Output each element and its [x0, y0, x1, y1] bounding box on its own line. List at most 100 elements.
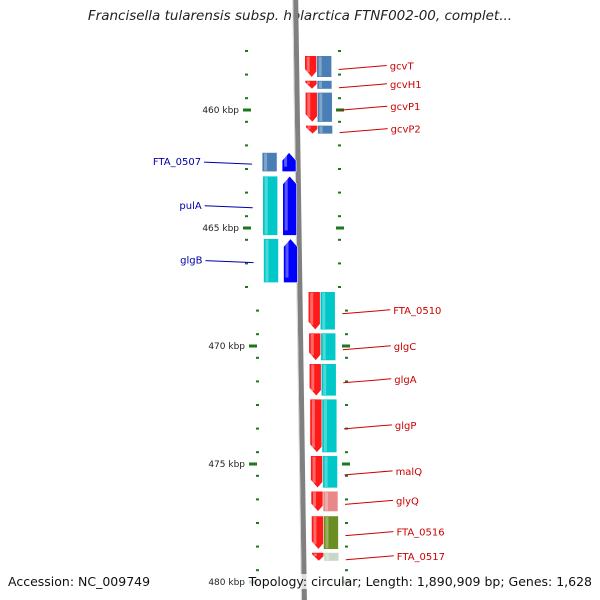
- gene-FTA_0507[interactable]: [261, 152, 297, 173]
- backbone: [292, 0, 307, 600]
- gene-feature-box[interactable]: [262, 175, 279, 236]
- gene-gcvH1[interactable]: [304, 80, 333, 90]
- gene-box-highlight: [324, 456, 328, 487]
- label-leader-line: [338, 83, 387, 89]
- major-tick-mark-left: [249, 462, 257, 466]
- gene-arrow[interactable]: [282, 175, 298, 236]
- gene-pulA[interactable]: [262, 175, 298, 236]
- gene-feature-box[interactable]: [322, 455, 338, 489]
- minor-tick-mark: [256, 545, 259, 548]
- minor-tick-mark: [338, 50, 341, 52]
- minor-tick-mark: [338, 215, 341, 218]
- backbone-line: [293, 0, 307, 600]
- gene-feature-box[interactable]: [323, 515, 339, 550]
- gene-label[interactable]: gcvH1: [390, 80, 422, 91]
- gene-arrow[interactable]: [310, 455, 325, 489]
- major-tick-mark-right: [336, 226, 344, 230]
- minor-tick-mark: [245, 262, 248, 265]
- gene-label[interactable]: FTA_0517: [397, 552, 445, 563]
- gene-arrow[interactable]: [305, 125, 320, 135]
- gene-arrow[interactable]: [304, 80, 320, 90]
- gene-feature-box[interactable]: [320, 332, 337, 361]
- gene-feature-box[interactable]: [261, 152, 278, 173]
- gene-label[interactable]: glgP: [395, 421, 417, 432]
- gene-label[interactable]: gcvT: [390, 62, 415, 73]
- gene-feature-box[interactable]: [323, 552, 340, 562]
- gene-arrow[interactable]: [304, 92, 320, 123]
- gene-box-highlight: [322, 292, 326, 329]
- gene-label[interactable]: malQ: [396, 467, 423, 478]
- gene-label[interactable]: FTA_0516: [396, 528, 444, 539]
- gene-arrow-highlight: [311, 364, 315, 391]
- gene-arrow-highlight: [312, 456, 316, 483]
- gene-feature-box[interactable]: [317, 125, 333, 135]
- minor-tick-mark: [345, 545, 348, 548]
- gene-FTA_0516[interactable]: [311, 515, 339, 550]
- gene-label[interactable]: FTA_0507: [153, 157, 201, 168]
- minor-tick-mark: [345, 474, 348, 477]
- gene-layer: [261, 55, 340, 562]
- label-leader-line: [345, 531, 394, 537]
- minor-tick-mark: [245, 168, 248, 170]
- gene-label[interactable]: glyQ: [396, 496, 419, 507]
- gene-arrow[interactable]: [304, 55, 319, 78]
- gene-arrow[interactable]: [311, 552, 327, 562]
- gene-glgA[interactable]: [308, 363, 337, 397]
- minor-tick-mark: [256, 451, 259, 454]
- major-tick-mark-left: [243, 226, 251, 230]
- gene-label[interactable]: glgB: [180, 256, 202, 267]
- gene-feature-box[interactable]: [316, 80, 333, 90]
- gene-arrow[interactable]: [310, 490, 326, 513]
- gene-FTA_0517[interactable]: [311, 552, 340, 562]
- major-tick-mark-right: [342, 462, 350, 466]
- gene-feature-box[interactable]: [321, 398, 338, 453]
- major-tick-mark-left: [243, 108, 251, 112]
- gene-arrow[interactable]: [308, 363, 324, 397]
- gene-arrow-highlight: [313, 516, 317, 545]
- minor-tick-mark: [338, 286, 341, 288]
- gene-feature-box[interactable]: [316, 55, 332, 78]
- gene-label[interactable]: glgC: [394, 342, 416, 353]
- gene-arrow[interactable]: [309, 398, 325, 454]
- gene-arrow-highlight: [306, 56, 310, 73]
- gene-label[interactable]: pulA: [179, 201, 201, 212]
- gene-arrow-highlight: [284, 153, 288, 167]
- gene-arrow[interactable]: [308, 332, 324, 361]
- label-leader-line: [339, 128, 388, 134]
- gene-gcvP2[interactable]: [305, 125, 333, 135]
- gene-arrow[interactable]: [281, 152, 297, 173]
- gene-arrow[interactable]: [283, 238, 298, 283]
- gene-glgP[interactable]: [309, 398, 338, 454]
- gene-label[interactable]: gcvP2: [391, 125, 421, 136]
- gene-label[interactable]: gcvP1: [390, 102, 420, 113]
- gene-arrow-highlight: [313, 553, 317, 557]
- gene-glgC[interactable]: [308, 332, 337, 361]
- gene-arrow-highlight: [284, 177, 288, 231]
- gene-glgB[interactable]: [263, 238, 298, 283]
- gene-glyQ[interactable]: [310, 490, 339, 513]
- label-leader-line: [204, 205, 253, 209]
- gene-label[interactable]: FTA_0510: [393, 306, 441, 317]
- gene-feature-box[interactable]: [320, 363, 337, 397]
- gene-FTA_0510[interactable]: [307, 291, 336, 331]
- gene-feature-box[interactable]: [322, 490, 339, 512]
- gene-gcvT[interactable]: [304, 55, 332, 78]
- gene-arrow[interactable]: [311, 515, 326, 550]
- gene-feature-box[interactable]: [319, 291, 336, 331]
- label-leader-line: [338, 65, 387, 71]
- axis-tick-label: 460 kbp: [202, 106, 239, 116]
- gene-box-highlight: [325, 553, 329, 561]
- gene-feature-box[interactable]: [316, 92, 333, 123]
- axis-tick-label: 470 kbp: [208, 342, 245, 352]
- axis-tick-label: 475 kbp: [208, 460, 245, 470]
- genome-info-text: Topology: circular; Length: 1,890,909 bp…: [248, 574, 592, 589]
- label-leader-line: [343, 378, 392, 384]
- gene-malQ[interactable]: [310, 455, 338, 489]
- minor-tick-mark: [245, 50, 248, 52]
- gene-label[interactable]: glgA: [394, 375, 416, 386]
- minor-tick-mark: [256, 498, 259, 501]
- gene-box-highlight: [264, 177, 268, 235]
- gene-arrow[interactable]: [307, 291, 323, 331]
- gene-feature-box[interactable]: [263, 238, 279, 283]
- gene-gcvP1[interactable]: [304, 92, 333, 123]
